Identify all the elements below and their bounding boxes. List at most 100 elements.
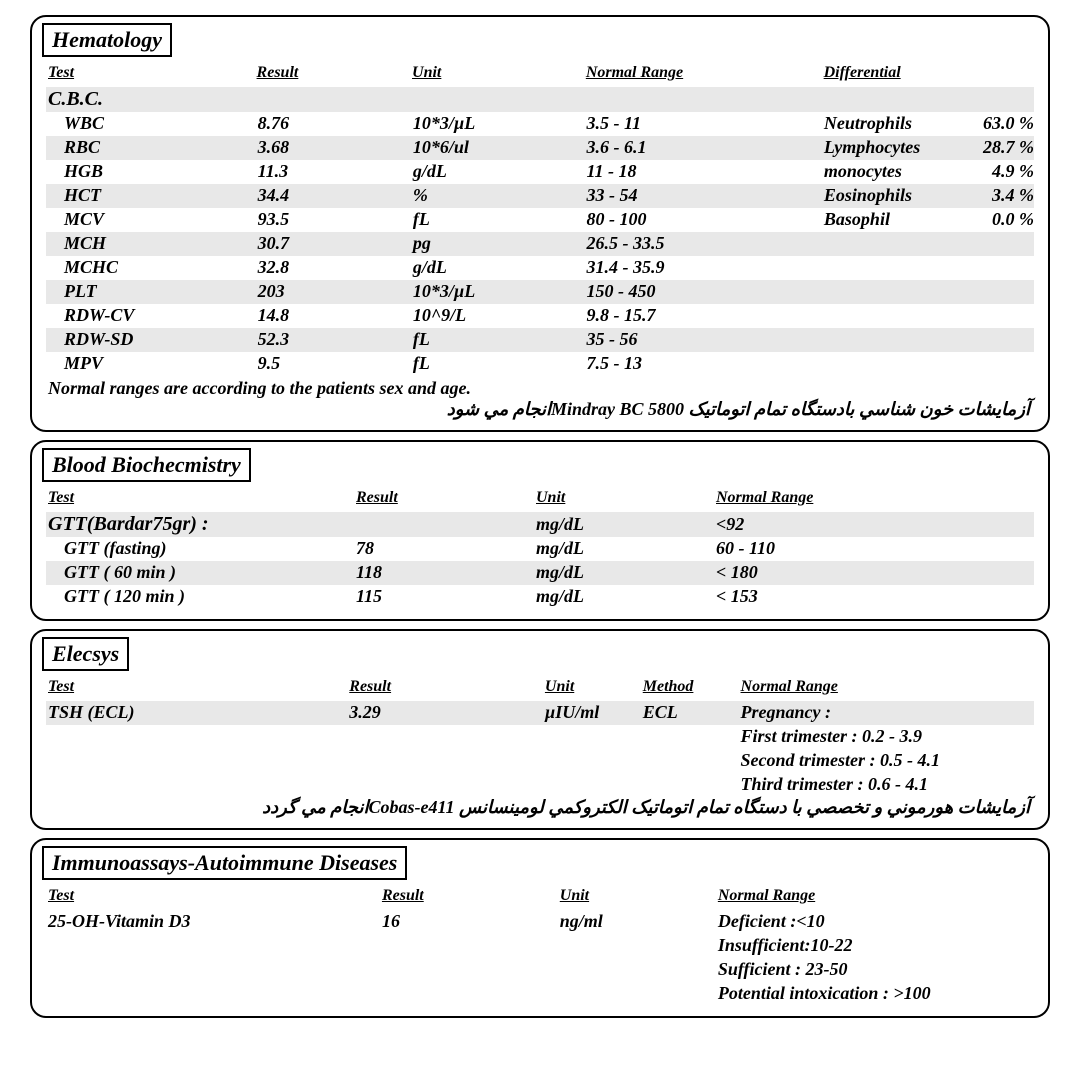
tsh-test: TSH (ECL) xyxy=(46,702,349,723)
cbc-group-row: C.B.C. xyxy=(46,87,1034,112)
elecsys-row: TSH (ECL) 3.29 µIU/ml ECL Pregnancy : xyxy=(46,701,1034,725)
col-method: Method xyxy=(643,678,741,696)
col-result: Result xyxy=(349,678,545,696)
tsh-range1: First trimester : 0.2 - 3.9 xyxy=(741,726,1034,747)
diff-name: Neutrophils xyxy=(824,113,961,134)
cell-result: 115 xyxy=(356,586,536,607)
cell-test: WBC xyxy=(46,113,258,134)
cell-unit: 10*3/µL xyxy=(413,281,587,302)
cell-range: 60 - 110 xyxy=(716,538,976,559)
tsh-range3: Third trimester : 0.6 - 4.1 xyxy=(741,774,1034,795)
diff-name: monocytes xyxy=(824,161,961,182)
vitd-unit: ng/ml xyxy=(560,911,718,932)
cell-unit: g/dL xyxy=(413,161,587,182)
diff-name: Basophil xyxy=(824,209,961,230)
table-row: GTT (fasting)78mg/dL60 - 110 xyxy=(46,537,1034,561)
diff-value: 4.9 % xyxy=(961,161,1034,182)
col-range: Normal Range xyxy=(586,64,824,82)
biochem-header-row: Test Result Unit Normal Range xyxy=(46,488,1034,512)
table-row: PLT20310*3/µL150 - 450 xyxy=(46,280,1034,304)
tsh-method: ECL xyxy=(643,702,741,723)
diff-name: Lymphocytes xyxy=(824,137,961,158)
cell-range: 11 - 18 xyxy=(586,161,823,182)
table-row: HGB11.3g/dL11 - 18monocytes4.9 % xyxy=(46,160,1034,184)
cell-result: 203 xyxy=(258,281,413,302)
cell-unit: pg xyxy=(413,233,587,254)
cell-range: 9.8 - 15.7 xyxy=(586,305,823,326)
cell-result: 93.5 xyxy=(258,209,413,230)
immuno-panel: Immunoassays-Autoimmune Diseases Test Re… xyxy=(30,838,1050,1018)
biochem-panel: Blood Biochecmistry Test Result Unit Nor… xyxy=(30,440,1050,621)
vitd-result: 16 xyxy=(382,911,560,932)
cell-result: 30.7 xyxy=(258,233,413,254)
cell-test: PLT xyxy=(46,281,258,302)
col-range: Normal Range xyxy=(716,489,976,507)
cbc-label: C.B.C. xyxy=(46,88,276,111)
immuno-title: Immunoassays-Autoimmune Diseases xyxy=(42,846,407,880)
vitd-range3: Potential intoxication : >100 xyxy=(718,983,1034,1004)
cell-range: < 180 xyxy=(716,562,976,583)
hematology-panel: Hematology Test Result Unit Normal Range… xyxy=(30,15,1050,432)
cell-result: 11.3 xyxy=(258,161,413,182)
cell-range: 26.5 - 33.5 xyxy=(586,233,823,254)
cell-unit: mg/dL xyxy=(536,586,716,607)
gtt-range: <92 xyxy=(716,514,976,535)
cell-test: RDW-SD xyxy=(46,329,258,350)
gtt-group-row: GTT(Bardar75gr) : mg/dL <92 xyxy=(46,512,1034,537)
table-row: HCT34.4%33 - 54Eosinophils3.4 % xyxy=(46,184,1034,208)
cell-test: GTT ( 120 min ) xyxy=(46,586,356,607)
table-row: GTT ( 120 min )115mg/dL< 153 xyxy=(46,585,1034,609)
col-unit: Unit xyxy=(412,64,586,82)
elecsys-header-row: Test Result Unit Method Normal Range xyxy=(46,677,1034,701)
elecsys-title: Elecsys xyxy=(42,637,129,671)
cell-range: 3.6 - 6.1 xyxy=(586,137,823,158)
diff-value: 63.0 % xyxy=(961,113,1034,134)
tsh-unit: µIU/ml xyxy=(545,702,643,723)
hematology-header-row: Test Result Unit Normal Range Differenti… xyxy=(46,63,1034,87)
table-row: RDW-CV14.810^9/L9.8 - 15.7 xyxy=(46,304,1034,328)
cell-unit: mg/dL xyxy=(536,562,716,583)
col-test: Test xyxy=(46,489,356,507)
table-row: MCV93.5fL80 - 100Basophil0.0 % xyxy=(46,208,1034,232)
diff-value: 3.4 % xyxy=(961,185,1034,206)
cell-result: 118 xyxy=(356,562,536,583)
hematology-title: Hematology xyxy=(42,23,172,57)
col-test: Test xyxy=(46,64,257,82)
cell-test: HGB xyxy=(46,161,258,182)
vitd-range2: Sufficient : 23-50 xyxy=(718,959,1034,980)
cell-unit: % xyxy=(413,185,587,206)
table-row: WBC8.7610*3/µL3.5 - 11Neutrophils63.0 % xyxy=(46,112,1034,136)
cell-unit: g/dL xyxy=(413,257,587,278)
cell-test: MCH xyxy=(46,233,258,254)
tsh-range2: Second trimester : 0.5 - 4.1 xyxy=(741,750,1034,771)
col-unit: Unit xyxy=(536,489,716,507)
cell-range: 7.5 - 13 xyxy=(586,353,823,374)
cell-result: 52.3 xyxy=(258,329,413,350)
col-diff: Differential xyxy=(824,64,961,82)
cell-test: MCV xyxy=(46,209,258,230)
cell-result: 32.8 xyxy=(258,257,413,278)
cell-unit: fL xyxy=(413,209,587,230)
cell-result: 3.68 xyxy=(258,137,413,158)
biochem-title: Blood Biochecmistry xyxy=(42,448,251,482)
elecsys-note-fa: آزمایشات هورموني و تخصصي با دستگاه تمام … xyxy=(46,797,1034,818)
immuno-row: 25-OH-Vitamin D3 16 ng/ml Deficient :<10 xyxy=(46,910,1034,934)
cell-test: GTT (fasting) xyxy=(46,538,356,559)
cell-test: GTT ( 60 min ) xyxy=(46,562,356,583)
col-unit: Unit xyxy=(545,678,643,696)
diff-value: 0.0 % xyxy=(961,209,1034,230)
col-test: Test xyxy=(46,678,349,696)
elecsys-panel: Elecsys Test Result Unit Method Normal R… xyxy=(30,629,1050,830)
tsh-result: 3.29 xyxy=(349,702,545,723)
table-row: RBC3.6810*6/ul3.6 - 6.1Lymphocytes28.7 % xyxy=(46,136,1034,160)
cell-range: 150 - 450 xyxy=(586,281,823,302)
cell-unit: fL xyxy=(413,329,587,350)
vitd-range1: Insufficient:10-22 xyxy=(718,935,1034,956)
immuno-header-row: Test Result Unit Normal Range xyxy=(46,886,1034,910)
cell-result: 14.8 xyxy=(258,305,413,326)
cell-test: RDW-CV xyxy=(46,305,258,326)
cell-unit: fL xyxy=(413,353,587,374)
cell-result: 34.4 xyxy=(258,185,413,206)
cell-test: RBC xyxy=(46,137,258,158)
cell-unit: 10^9/L xyxy=(413,305,587,326)
